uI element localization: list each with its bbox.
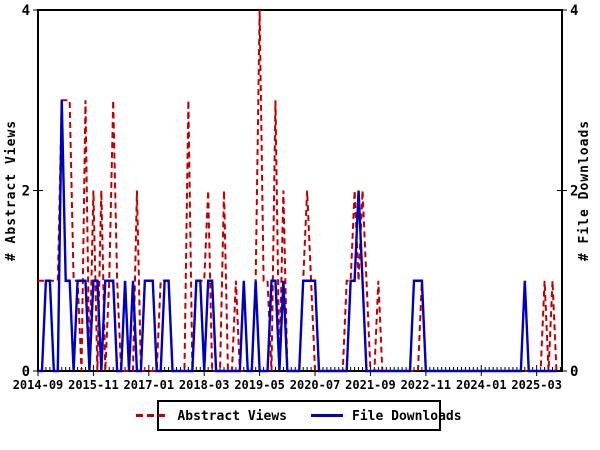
x-axis-tick-label: 2019-05 — [234, 378, 285, 392]
y-axis-left-tick-label: 4 — [22, 3, 30, 19]
x-axis-tick-label: 2017-01 — [124, 378, 175, 392]
x-axis-tick-label: 2018-03 — [179, 378, 230, 392]
x-axis-tick-label: 2015-11 — [68, 378, 119, 392]
legend-label-file-downloads: File Downloads — [352, 408, 462, 424]
plot-border — [37, 9, 563, 372]
y-axis-right-tick-label: 0 — [570, 364, 578, 380]
y-axis-left-tick-label: 2 — [22, 184, 30, 200]
legend-item-abstract-views: Abstract Views — [136, 409, 287, 423]
y-axis-right-tick-label: 4 — [570, 3, 578, 19]
x-axis-tick-label: 2020-07 — [290, 378, 341, 392]
y-axis-right-tick-label: 2 — [570, 184, 578, 200]
chart-legend: Abstract Views File Downloads — [136, 400, 462, 431]
left-axis-title: # Abstract Views — [4, 120, 19, 261]
legend-item-file-downloads: File Downloads — [311, 409, 462, 423]
x-axis-tick-label: 2022-11 — [401, 378, 452, 392]
x-axis-tick-label: 2024-01 — [456, 378, 507, 392]
series-line-file-downloads — [38, 100, 557, 373]
x-axis-tick-label: 2025-03 — [511, 378, 562, 392]
right-axis-title: # File Downloads — [577, 120, 592, 261]
file-downloads-line-sample — [311, 414, 343, 417]
x-axis-tick-label: 2021-09 — [345, 378, 396, 392]
abstract-views-line-sample — [136, 414, 169, 417]
y-axis-left-tick-label: 0 — [22, 364, 30, 380]
x-axis-tick-label: 2014-09 — [13, 378, 64, 392]
legend-label-abstract-views: Abstract Views — [177, 408, 287, 424]
